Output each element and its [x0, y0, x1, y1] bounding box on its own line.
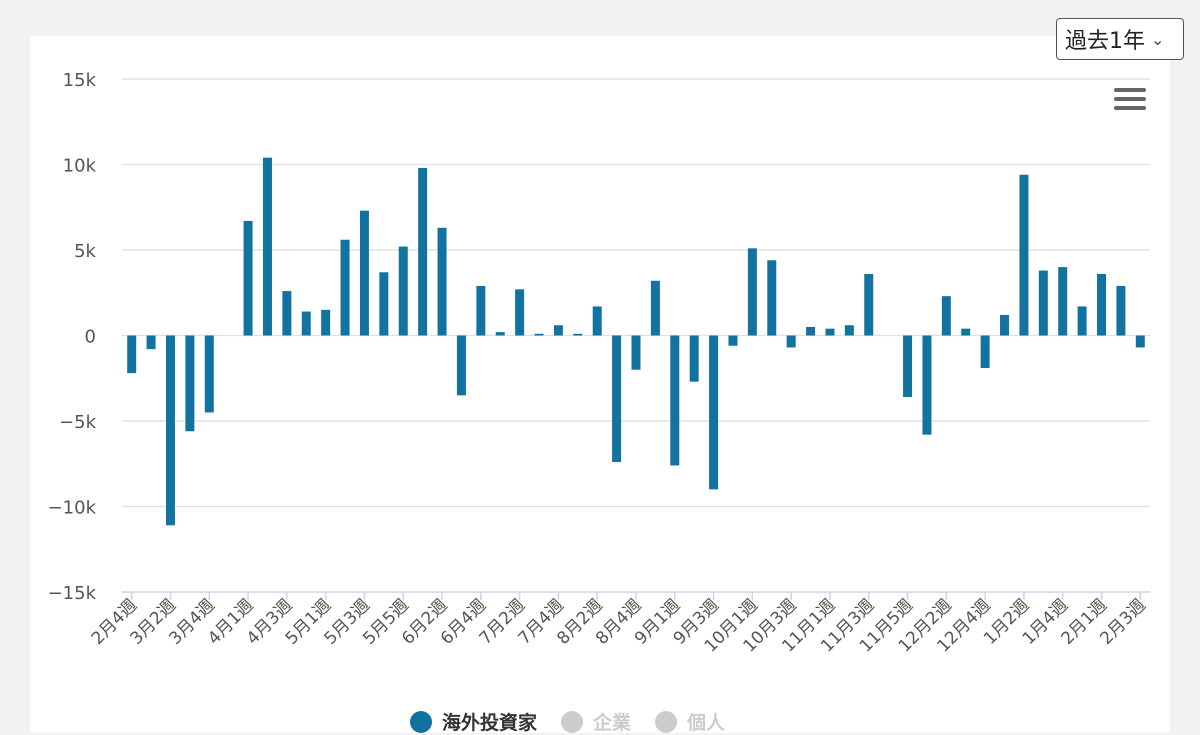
- legend-dot-icon: [655, 710, 678, 733]
- bar: [165, 335, 175, 526]
- bar: [709, 335, 719, 490]
- bar: [941, 296, 951, 336]
- bar: [418, 167, 428, 336]
- y-tick-label: −15k: [48, 583, 97, 604]
- bar: [689, 335, 699, 382]
- bar: [922, 335, 932, 435]
- bar: [204, 335, 214, 413]
- period-select-label: 過去1年: [1065, 29, 1145, 54]
- bar: [359, 210, 369, 336]
- bar: [728, 335, 738, 346]
- bar: [398, 246, 408, 336]
- bar: [844, 325, 854, 336]
- bar: [476, 285, 486, 336]
- bar: [1000, 314, 1010, 336]
- period-select[interactable]: 過去1年 ⌄: [1056, 18, 1184, 60]
- hamburger-menu-icon[interactable]: [1114, 88, 1146, 114]
- bar: [961, 328, 971, 336]
- bar: [379, 272, 389, 336]
- bar: [243, 220, 253, 336]
- bar: [612, 335, 622, 463]
- bar: [340, 239, 350, 336]
- bar: [747, 248, 757, 336]
- legend-label: 海外投資家: [442, 712, 538, 734]
- legend-label: 個人: [687, 712, 726, 734]
- legend-item-corporations[interactable]: 企業: [561, 708, 631, 735]
- bar: [864, 273, 874, 336]
- y-tick-label: 10k: [63, 156, 97, 177]
- bar: [1077, 306, 1087, 336]
- bar: [1019, 174, 1029, 336]
- y-tick-label: 0: [85, 327, 96, 348]
- bar: [262, 157, 272, 336]
- bar: [1038, 270, 1048, 336]
- bar: [650, 280, 660, 336]
- bar: [980, 335, 990, 368]
- legend: 海外投資家 企業 個人: [410, 708, 725, 735]
- bar: [127, 335, 137, 374]
- bar: [903, 335, 913, 398]
- y-tick-label: −10k: [48, 498, 97, 519]
- bar: [301, 311, 311, 336]
- y-tick-label: 5k: [74, 241, 96, 262]
- bar: [1135, 335, 1145, 348]
- bar: [146, 335, 156, 350]
- bar: [553, 325, 563, 336]
- bar: [495, 332, 505, 336]
- bar: [282, 291, 292, 336]
- chart-card: [30, 36, 1170, 733]
- bar: [1097, 273, 1107, 336]
- legend-dot-icon: [410, 710, 432, 733]
- bar: [321, 309, 331, 336]
- y-tick-label: 15k: [63, 70, 97, 91]
- bar: [767, 260, 777, 336]
- bar: [534, 333, 544, 336]
- bar: [573, 333, 583, 336]
- bar: [631, 335, 641, 370]
- bar: [456, 335, 466, 396]
- bar: [670, 335, 680, 466]
- bar: [1116, 285, 1126, 336]
- y-tick-label: −5k: [59, 412, 97, 433]
- bar: [806, 326, 816, 336]
- bar: [825, 328, 835, 336]
- legend-item-individuals[interactable]: 個人: [655, 708, 725, 735]
- bar: [592, 306, 602, 336]
- legend-item-overseas-investors[interactable]: 海外投資家: [410, 708, 537, 735]
- legend-label: 企業: [593, 712, 632, 734]
- bar: [786, 335, 796, 348]
- legend-dot-icon: [561, 710, 584, 733]
- bar: [1058, 267, 1068, 336]
- chevron-down-icon: ⌄: [1151, 29, 1165, 49]
- bar: [437, 227, 447, 336]
- bar: [515, 289, 525, 336]
- bar: [185, 335, 195, 432]
